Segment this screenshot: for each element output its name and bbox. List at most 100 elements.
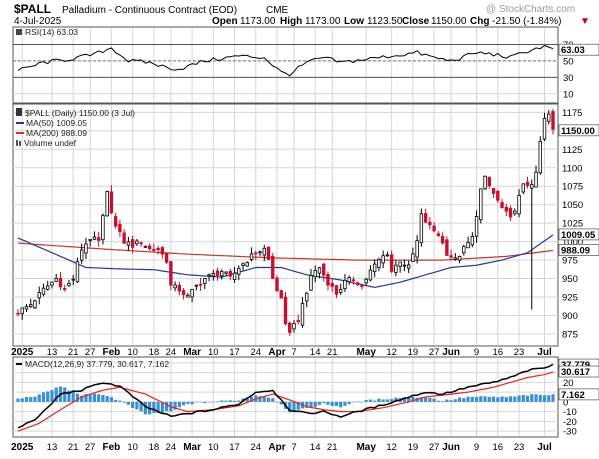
macd-histogram-bar <box>109 397 114 402</box>
macd-histogram-bar <box>46 391 50 402</box>
macd-histogram-bar <box>441 401 445 402</box>
candle-body <box>92 236 97 240</box>
close-value: 1150.00 <box>431 16 467 27</box>
macd-histogram-bar <box>525 395 530 402</box>
macd-histogram-bar <box>186 401 190 404</box>
candle-body <box>504 207 508 212</box>
candle-body <box>20 307 24 315</box>
macd-histogram-bar <box>487 396 491 402</box>
macd-histogram-bar <box>275 401 279 403</box>
candle-body <box>249 253 254 260</box>
macd-histogram-bar <box>215 401 220 403</box>
macd-signal-value-tag-text: 30.617 <box>561 367 590 378</box>
rsi-y-tick: 30 <box>563 73 574 84</box>
x-tick-label: 17 <box>229 347 240 358</box>
macd-histogram-bar <box>220 400 224 402</box>
rsi-panel-frame <box>12 26 559 104</box>
candle-body <box>406 264 411 269</box>
ma50-value-tag <box>558 228 599 241</box>
x-tick-label-bottom: 24 <box>250 442 261 453</box>
close-label: Close <box>402 16 430 27</box>
candle-body <box>241 263 245 266</box>
x-tick-label: Feb <box>103 347 121 358</box>
candle-body <box>368 269 373 281</box>
candle-body <box>275 277 279 292</box>
candle-body <box>313 270 317 278</box>
candle-body <box>530 184 534 189</box>
price-y-tick: 925 <box>562 293 578 304</box>
x-tick-label: 10 <box>127 347 138 358</box>
macd-y-tick: -10 <box>563 407 577 418</box>
candle-body <box>75 261 80 283</box>
candle-body <box>24 306 29 310</box>
macd-histogram-bar <box>131 401 135 409</box>
macd-histogram-bar <box>203 401 207 404</box>
macd-histogram-bar <box>16 398 20 402</box>
volume-legend-swatch <box>16 140 18 146</box>
candle-body <box>551 111 555 130</box>
x-tick-label: 23 <box>514 347 525 358</box>
candle-body <box>33 300 37 309</box>
macd-histogram-bar <box>211 401 215 403</box>
candle-body <box>474 216 479 237</box>
macd-histogram-bar <box>122 401 126 403</box>
candle-body <box>508 207 513 218</box>
macd-histogram-bar <box>63 387 67 402</box>
macd-histogram-bar <box>292 401 296 412</box>
macd-histogram-bar <box>402 397 406 402</box>
macd-histogram-bar <box>173 401 177 410</box>
last-price-tag <box>558 124 599 137</box>
candle-body <box>152 249 156 251</box>
macd-histogram-bar <box>334 401 339 407</box>
macd-histogram-bar <box>228 400 232 402</box>
candle-body <box>394 264 398 273</box>
candle-body <box>143 245 148 248</box>
candle-body <box>181 290 186 296</box>
x-tick-label-bottom: Apr <box>268 442 285 453</box>
macd-y-tick: -20 <box>563 417 577 428</box>
macd-histogram-bar <box>424 397 428 402</box>
macd-histogram-bar <box>356 401 360 403</box>
candle-body <box>113 216 118 227</box>
macd-histogram-bar <box>360 401 364 403</box>
x-tick-label: 27 <box>85 347 96 358</box>
x-tick-label: 9 <box>474 347 479 358</box>
candle-body <box>164 252 169 263</box>
chg-value: -21.50 (-1.84%) <box>492 16 561 27</box>
price-y-tick: 1075 <box>562 182 583 193</box>
open-value: 1173.00 <box>240 16 276 27</box>
candle-body <box>190 288 194 298</box>
macd-histogram-bar <box>466 396 470 402</box>
macd-histogram-bar <box>224 400 228 402</box>
x-tick-label-bottom: 14 <box>310 442 321 453</box>
macd-histogram-bar <box>385 399 390 402</box>
macd-histogram-bar <box>135 401 139 410</box>
candle-body <box>398 261 402 267</box>
x-tick-label-bottom: 27 <box>85 442 96 453</box>
macd-histogram-bar <box>517 395 521 402</box>
macd-histogram-bar <box>84 393 88 402</box>
candle-body <box>54 278 58 282</box>
candle-body <box>105 191 109 217</box>
candle-body <box>385 254 390 257</box>
price-panel-frame <box>12 103 559 347</box>
candle-body <box>453 257 458 260</box>
macd-signal-line <box>17 371 554 432</box>
candle-body <box>156 248 160 250</box>
ma200-value-tag <box>558 244 599 256</box>
x-tick-label: Apr <box>268 347 285 358</box>
candle-body <box>173 284 177 289</box>
candle-body <box>29 304 33 307</box>
macd-histogram-bar <box>67 390 71 402</box>
macd-histogram-bar <box>313 401 317 408</box>
price-y-tick: 1175 <box>562 108 582 119</box>
x-tick-label: 21 <box>68 347 79 358</box>
candle-body <box>169 261 173 286</box>
candle-body <box>330 283 334 287</box>
x-tick-label: 13 <box>47 347 58 358</box>
as-of-date: 4-Jul-2025 <box>14 16 62 27</box>
macd-histogram-bar <box>118 400 122 402</box>
macd-histogram-bar <box>101 394 105 402</box>
macd-histogram-bar <box>139 401 143 412</box>
